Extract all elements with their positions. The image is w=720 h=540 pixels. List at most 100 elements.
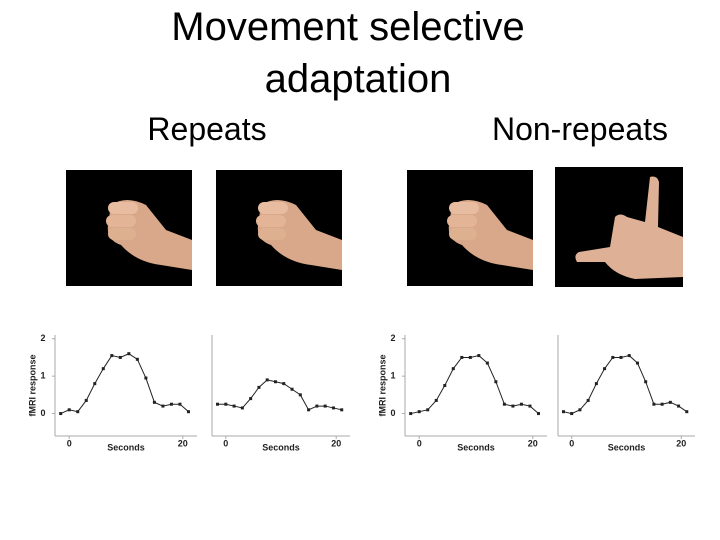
point <box>528 404 532 408</box>
y-tick-label: 1 <box>390 371 395 381</box>
point <box>232 404 236 408</box>
point <box>257 385 261 389</box>
point <box>67 408 71 412</box>
x-tick-label: 20 <box>676 438 686 448</box>
x-tick-label: 20 <box>331 438 341 448</box>
y-tick-label: 2 <box>40 333 45 343</box>
y-tick-label: 0 <box>390 408 395 418</box>
x-tick-label: 20 <box>178 438 188 448</box>
point <box>660 402 664 406</box>
y-axis-label: fMRI response <box>27 354 37 416</box>
point <box>186 410 190 414</box>
point <box>668 400 672 404</box>
point <box>101 367 105 371</box>
point <box>118 355 122 359</box>
point <box>307 408 311 412</box>
point <box>323 404 327 408</box>
y-tick-label: 2 <box>390 333 395 343</box>
point <box>340 408 344 412</box>
point <box>685 410 689 414</box>
point <box>282 382 286 386</box>
point <box>59 412 63 416</box>
point <box>152 400 156 404</box>
point <box>224 402 228 406</box>
x-tick-label: 0 <box>417 438 422 448</box>
x-axis-label: Seconds <box>107 442 145 452</box>
fist-photo <box>66 170 192 286</box>
point <box>161 404 165 408</box>
x-axis-label: Seconds <box>457 442 495 452</box>
point <box>494 380 498 384</box>
point <box>249 397 253 401</box>
line <box>410 355 539 415</box>
point <box>127 352 131 356</box>
point <box>570 412 574 416</box>
point <box>677 404 681 408</box>
x-tick-label: 0 <box>223 438 228 448</box>
line <box>60 353 189 415</box>
point <box>216 402 220 406</box>
point <box>561 410 565 414</box>
point <box>578 408 582 412</box>
point <box>426 408 430 412</box>
point <box>519 402 523 406</box>
title-line: Movement selective <box>171 5 524 49</box>
point <box>409 412 413 416</box>
point <box>477 354 481 358</box>
point <box>644 380 648 384</box>
y-axis-label: fMRI response <box>377 354 387 416</box>
x-tick-label: 20 <box>528 438 538 448</box>
x-axis-label: Seconds <box>608 442 646 452</box>
x-tick-label: 0 <box>67 438 72 448</box>
point <box>434 398 438 402</box>
fist-photo <box>407 170 533 286</box>
photos <box>66 167 683 287</box>
point <box>417 410 421 414</box>
point <box>265 378 269 382</box>
point <box>502 402 506 406</box>
line <box>217 379 342 411</box>
point <box>84 398 88 402</box>
column-header: Repeats <box>147 111 266 147</box>
point <box>315 404 319 408</box>
point <box>603 367 607 371</box>
point <box>485 361 489 365</box>
y-tick-label: 1 <box>40 371 45 381</box>
point <box>178 402 182 406</box>
point <box>169 402 173 406</box>
point <box>652 402 656 406</box>
hand-photo <box>555 167 683 287</box>
point <box>594 382 598 386</box>
point <box>619 355 623 359</box>
y-tick-label: 0 <box>40 408 45 418</box>
point <box>76 410 80 414</box>
point <box>240 406 244 410</box>
point <box>273 380 277 384</box>
point <box>93 382 97 386</box>
point <box>611 355 615 359</box>
point <box>135 357 139 361</box>
point <box>511 404 515 408</box>
point <box>536 412 540 416</box>
point <box>331 406 335 410</box>
line <box>563 355 688 415</box>
title-line: adaptation <box>265 57 452 101</box>
point <box>144 376 148 380</box>
point <box>110 354 114 358</box>
point <box>443 384 447 387</box>
point <box>635 361 639 365</box>
x-tick-label: 0 <box>569 438 574 448</box>
x-axis-label: Seconds <box>262 442 300 452</box>
point <box>586 398 590 402</box>
column-header: Non-repeats <box>492 111 668 147</box>
fist-photo <box>216 170 342 286</box>
point <box>298 393 302 397</box>
point <box>468 355 472 359</box>
point <box>627 354 631 358</box>
point <box>451 367 455 371</box>
point <box>460 355 464 359</box>
point <box>290 387 294 391</box>
